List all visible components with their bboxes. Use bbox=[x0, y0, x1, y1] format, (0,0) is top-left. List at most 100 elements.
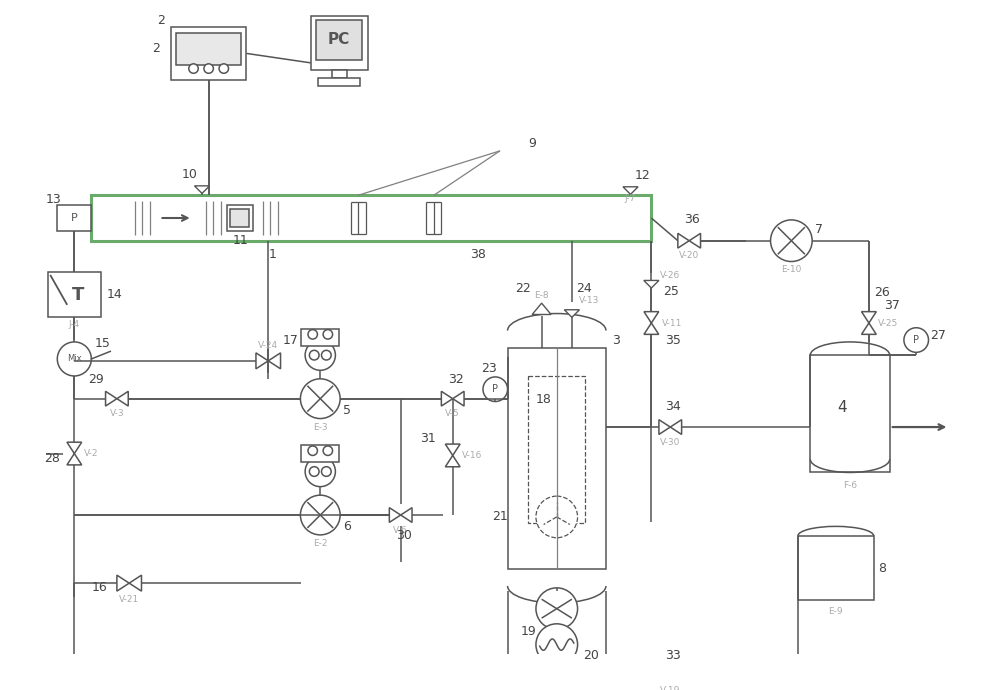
Polygon shape bbox=[862, 312, 876, 323]
Circle shape bbox=[219, 63, 229, 73]
Text: V-30: V-30 bbox=[660, 437, 680, 446]
Text: 22: 22 bbox=[515, 282, 531, 295]
Text: 29: 29 bbox=[89, 373, 104, 386]
Circle shape bbox=[323, 330, 333, 339]
Text: V-13: V-13 bbox=[579, 296, 599, 305]
Text: V-19: V-19 bbox=[660, 687, 680, 690]
Text: V-11: V-11 bbox=[662, 319, 682, 328]
Text: 37: 37 bbox=[884, 299, 900, 313]
Polygon shape bbox=[117, 575, 129, 591]
Polygon shape bbox=[689, 233, 701, 248]
Text: 38: 38 bbox=[470, 248, 486, 262]
Bar bbox=[311, 16, 368, 70]
Text: 36: 36 bbox=[684, 213, 700, 226]
Polygon shape bbox=[256, 353, 268, 369]
Text: 8: 8 bbox=[878, 562, 886, 575]
Text: 4: 4 bbox=[838, 400, 847, 415]
Bar bbox=[508, 348, 606, 569]
Text: 32: 32 bbox=[448, 373, 464, 386]
Text: V-24: V-24 bbox=[258, 342, 278, 351]
Text: 18: 18 bbox=[536, 393, 552, 406]
Text: 10: 10 bbox=[181, 168, 197, 181]
Text: F-6: F-6 bbox=[843, 481, 857, 490]
Text: 21: 21 bbox=[492, 511, 508, 524]
Text: 3: 3 bbox=[612, 333, 619, 346]
Bar bbox=[230, 208, 249, 228]
Circle shape bbox=[305, 340, 335, 371]
Bar bbox=[318, 78, 360, 86]
Text: E-10: E-10 bbox=[781, 264, 802, 274]
Bar bbox=[227, 205, 253, 231]
Text: 17: 17 bbox=[282, 333, 298, 346]
Bar bbox=[57, 205, 91, 231]
Polygon shape bbox=[67, 453, 82, 465]
Bar bbox=[810, 355, 890, 473]
Text: 23: 23 bbox=[481, 362, 497, 375]
Text: V-25: V-25 bbox=[878, 319, 898, 328]
Bar bbox=[332, 70, 347, 78]
Text: 31: 31 bbox=[420, 432, 435, 445]
Polygon shape bbox=[401, 508, 412, 522]
Circle shape bbox=[309, 466, 319, 476]
Text: 7: 7 bbox=[815, 223, 823, 236]
Circle shape bbox=[483, 377, 508, 402]
Bar bbox=[316, 20, 362, 60]
Text: P: P bbox=[913, 335, 919, 345]
Polygon shape bbox=[564, 310, 579, 317]
Text: J-4: J-4 bbox=[69, 320, 80, 329]
Text: 13: 13 bbox=[46, 193, 62, 206]
Text: V-3: V-3 bbox=[110, 409, 124, 418]
Polygon shape bbox=[644, 280, 659, 288]
Text: T: T bbox=[72, 286, 84, 304]
Text: 34: 34 bbox=[666, 400, 681, 413]
Text: E-2: E-2 bbox=[313, 539, 328, 548]
Polygon shape bbox=[659, 420, 670, 435]
Text: V-20: V-20 bbox=[679, 251, 699, 260]
Polygon shape bbox=[129, 575, 141, 591]
Text: 1: 1 bbox=[268, 248, 276, 262]
Circle shape bbox=[536, 588, 578, 629]
Polygon shape bbox=[670, 669, 682, 683]
Text: 9: 9 bbox=[528, 137, 536, 150]
Text: 16: 16 bbox=[91, 582, 107, 594]
Polygon shape bbox=[678, 233, 689, 248]
Text: V-16: V-16 bbox=[461, 451, 482, 460]
Polygon shape bbox=[117, 391, 128, 406]
Polygon shape bbox=[644, 312, 659, 323]
Circle shape bbox=[323, 446, 333, 455]
Polygon shape bbox=[106, 391, 117, 406]
Circle shape bbox=[300, 379, 340, 419]
Polygon shape bbox=[623, 187, 638, 195]
Circle shape bbox=[308, 446, 317, 455]
Circle shape bbox=[536, 624, 578, 665]
Circle shape bbox=[204, 63, 213, 73]
Text: 11: 11 bbox=[232, 234, 248, 247]
Polygon shape bbox=[67, 442, 82, 453]
Text: 19: 19 bbox=[521, 625, 537, 638]
Text: P: P bbox=[71, 213, 78, 223]
Polygon shape bbox=[670, 420, 682, 435]
Circle shape bbox=[321, 466, 331, 476]
Bar bbox=[301, 445, 339, 462]
Text: 14: 14 bbox=[106, 288, 122, 301]
Text: 25: 25 bbox=[663, 285, 679, 298]
Text: 6: 6 bbox=[343, 520, 351, 533]
Text: V-2: V-2 bbox=[84, 449, 99, 458]
Polygon shape bbox=[389, 508, 401, 522]
Bar bbox=[171, 27, 246, 80]
Circle shape bbox=[536, 496, 578, 538]
Circle shape bbox=[300, 495, 340, 535]
Text: E-9: E-9 bbox=[828, 607, 843, 616]
Polygon shape bbox=[268, 353, 281, 369]
Text: 20: 20 bbox=[583, 649, 599, 662]
Polygon shape bbox=[644, 323, 659, 335]
Circle shape bbox=[321, 351, 331, 360]
Polygon shape bbox=[532, 303, 551, 315]
Polygon shape bbox=[453, 391, 464, 406]
Text: PC: PC bbox=[328, 32, 350, 47]
Text: 26: 26 bbox=[874, 286, 889, 299]
Polygon shape bbox=[862, 323, 876, 335]
Bar bbox=[301, 328, 339, 346]
Text: 33: 33 bbox=[666, 649, 681, 662]
Text: E-3: E-3 bbox=[313, 422, 328, 431]
